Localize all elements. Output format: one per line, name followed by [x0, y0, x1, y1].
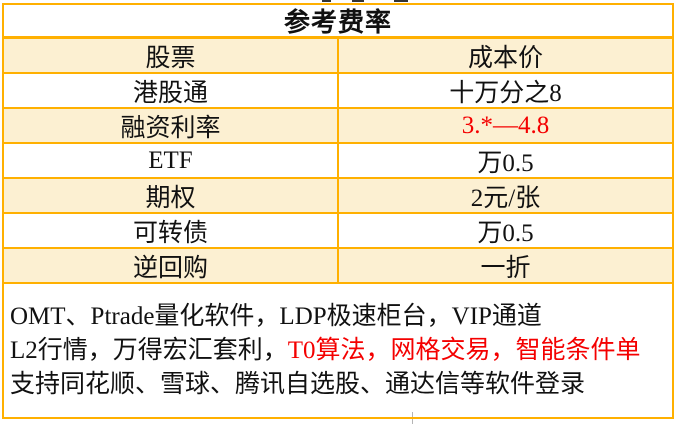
notes-segment: 支持同花顺、雪球、腾讯自选股、通达信等软件登录 — [10, 371, 586, 398]
row-label: 融资利率 — [4, 109, 339, 142]
header-row: 股票 成本价 — [4, 39, 672, 74]
row-label: ETF — [4, 144, 339, 177]
notes-segment: L2行情，万得宏汇套利， — [10, 337, 288, 364]
table-row: 港股通 十万分之8 — [4, 74, 672, 109]
table-row: 期权 2元/张 — [4, 179, 672, 214]
row-label: 港股通 — [4, 74, 339, 107]
table-title: 参考费率 — [283, 8, 392, 37]
gridline-artifact — [412, 412, 413, 417]
glyph-fragment — [352, 0, 364, 2]
row-value: 3.*—4.8 — [461, 111, 550, 139]
notes-segment-highlight: T0算法，网格交易，智能条件单 — [287, 337, 641, 364]
fee-table: 参考费率 股票 成本价 港股通 十万分之8 融资利率 3.*—4.8 ETF 万… — [2, 3, 674, 419]
table-row: 融资利率 3.*—4.8 — [4, 109, 672, 144]
notes-segment: OMT、Ptrade量化软件，LDP极速柜台，VIP通道 — [10, 303, 542, 330]
glyph-fragment — [394, 0, 408, 2]
row-label: 可转债 — [4, 214, 339, 247]
header-cell-rate: 成本价 — [467, 44, 543, 72]
table-row: 可转债 万0.5 — [4, 214, 672, 249]
row-value: 一折 — [480, 254, 531, 282]
table-title-row: 参考费率 — [4, 5, 672, 39]
header-cell-category: 股票 — [4, 39, 339, 72]
clipped-next-row — [0, 419, 676, 424]
gridline-artifact — [412, 419, 413, 424]
notes-line: OMT、Ptrade量化软件，LDP极速柜台，VIP通道 — [10, 300, 668, 334]
row-value: 十万分之8 — [449, 79, 562, 107]
row-label: 逆回购 — [4, 249, 339, 282]
row-value: 万0.5 — [477, 219, 534, 247]
row-value: 2元/张 — [470, 184, 541, 212]
notes-line: L2行情，万得宏汇套利，T0算法，网格交易，智能条件单 — [10, 334, 668, 368]
table-row: ETF 万0.5 — [4, 144, 672, 179]
row-label: 期权 — [4, 179, 339, 212]
glyph-fragment — [322, 0, 331, 2]
table-row: 逆回购 一折 — [4, 249, 672, 284]
notes-block: OMT、Ptrade量化软件，LDP极速柜台，VIP通道 L2行情，万得宏汇套利… — [4, 284, 672, 417]
notes-line: 支持同花顺、雪球、腾讯自选股、通达信等软件登录 — [10, 368, 668, 402]
row-value: 万0.5 — [477, 149, 534, 177]
clipped-row-artifact — [0, 0, 676, 3]
